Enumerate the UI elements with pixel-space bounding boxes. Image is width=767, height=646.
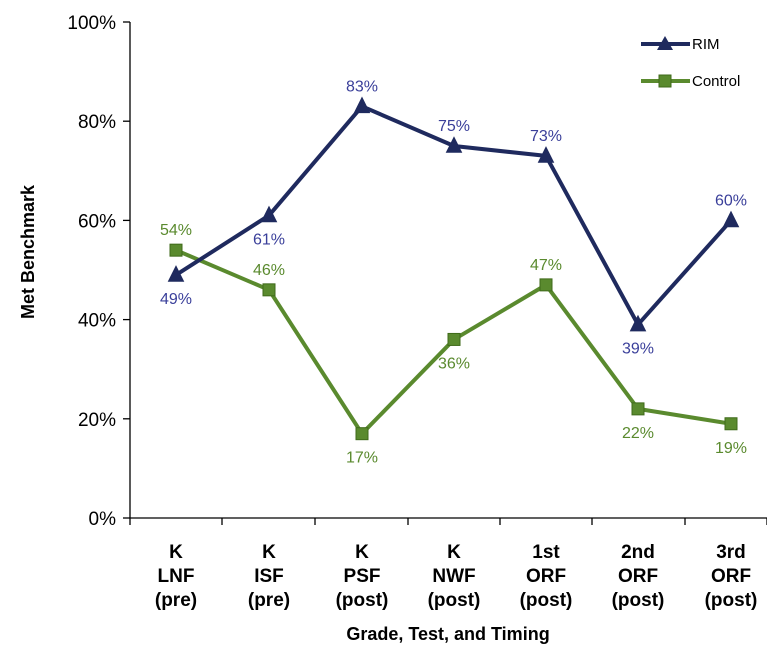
x-tick-label: 2nd ORF (post) (612, 542, 665, 611)
x-tick-label: 1st ORF (post) (520, 542, 573, 611)
x-axis-title: Grade, Test, and Timing (346, 624, 549, 644)
x-tick-label: K LNF (pre) (155, 542, 197, 611)
x-ticks (129, 518, 767, 525)
legend: RIM Control (641, 36, 740, 90)
data-label: 22% (622, 425, 654, 442)
data-label: 17% (346, 450, 378, 467)
x-tick-label: K NWF (post) (428, 542, 481, 611)
y-ticks: 0% 20% 40% 60% 80% 100% (67, 13, 130, 530)
data-point (353, 96, 371, 114)
legend-marker (658, 74, 672, 88)
data-point (539, 278, 553, 292)
data-point (722, 210, 740, 228)
data-label: 54% (160, 222, 192, 239)
y-tick-label: 100% (67, 13, 116, 34)
data-label: 75% (438, 118, 470, 135)
series-layer (167, 96, 740, 441)
data-point (260, 205, 278, 223)
category-labels: K LNF (pre) K ISF (pre) K PSF (post) K NWF (post) 1s… (155, 542, 758, 611)
data-point (629, 314, 647, 332)
data-point (169, 243, 183, 257)
data-point (724, 417, 738, 431)
data-label: 73% (530, 128, 562, 145)
y-tick-label: 80% (78, 112, 116, 133)
legend-label: RIM (692, 36, 720, 53)
data-point (447, 332, 461, 346)
data-point (631, 402, 645, 416)
x-tick-label: K PSF (post) (336, 542, 389, 611)
data-label: 61% (253, 231, 285, 248)
y-tick-label: 20% (78, 410, 116, 431)
data-point (167, 265, 185, 282)
legend-marker (657, 36, 673, 50)
data-point (445, 136, 463, 153)
y-tick-label: 40% (78, 311, 116, 332)
y-tick-label: 60% (78, 211, 116, 232)
data-point (262, 283, 276, 297)
data-label: 39% (622, 341, 654, 358)
axes (129, 22, 767, 519)
data-label: 47% (530, 257, 562, 274)
data-point (537, 146, 555, 163)
x-tick-label: 3rd ORF (post) (705, 542, 758, 611)
data-point (355, 427, 369, 441)
data-label: 19% (715, 440, 747, 457)
y-tick-label: 0% (89, 509, 117, 530)
legend-label: Control (692, 73, 740, 90)
data-labels: 54% 46% 17% 36% 47% 22% 19% 49% 61% 83% 75% 73% 39% 6… (160, 78, 747, 466)
data-label: 83% (346, 78, 378, 95)
y-axis-title: Met Benchmark (18, 184, 38, 319)
x-tick-label: K ISF (pre) (248, 542, 290, 611)
data-label: 60% (715, 192, 747, 209)
data-label: 36% (438, 355, 470, 372)
data-label: 46% (253, 262, 285, 279)
data-label: 49% (160, 291, 192, 308)
